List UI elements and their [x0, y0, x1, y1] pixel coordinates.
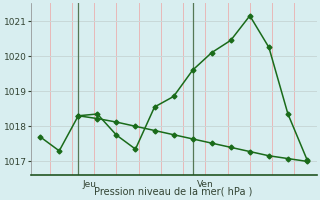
Text: Ven: Ven [196, 180, 213, 189]
Text: Jeu: Jeu [82, 180, 96, 189]
X-axis label: Pression niveau de la mer( hPa ): Pression niveau de la mer( hPa ) [94, 187, 253, 197]
